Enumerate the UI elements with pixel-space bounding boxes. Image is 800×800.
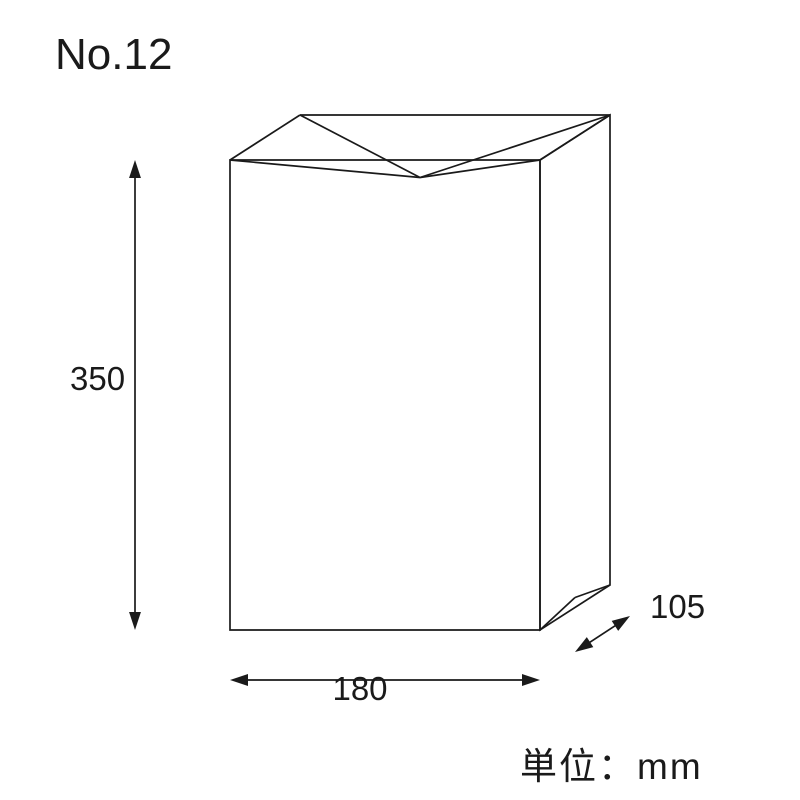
svg-text:180: 180: [332, 670, 387, 707]
dimension-diagram: 350 180 105: [0, 0, 800, 800]
diagram-title: No.12: [55, 30, 172, 80]
svg-text:350: 350: [70, 360, 125, 397]
svg-text:105: 105: [650, 588, 705, 625]
unit-label: 単位：mm: [520, 736, 703, 790]
